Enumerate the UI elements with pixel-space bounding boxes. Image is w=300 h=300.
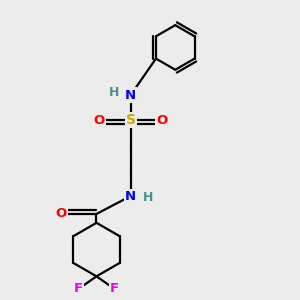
Text: N: N (125, 190, 136, 202)
Text: O: O (94, 114, 105, 127)
Text: N: N (125, 88, 136, 101)
Text: F: F (110, 282, 119, 295)
Text: O: O (55, 207, 67, 220)
Text: F: F (74, 282, 83, 295)
Text: S: S (126, 113, 136, 127)
Text: O: O (156, 114, 167, 127)
Text: H: H (143, 191, 154, 204)
Text: H: H (109, 85, 119, 98)
